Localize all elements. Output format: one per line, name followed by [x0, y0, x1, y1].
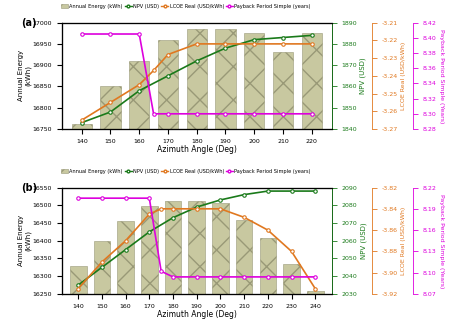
Bar [301, 33, 322, 323]
Bar [141, 206, 157, 323]
Bar [188, 201, 205, 323]
Y-axis label: Annual Energy
(kWh): Annual Energy (kWh) [18, 50, 31, 101]
Bar [164, 201, 181, 323]
Text: (a): (a) [21, 18, 36, 28]
Bar [244, 33, 264, 323]
Bar [70, 266, 86, 323]
Bar [236, 220, 252, 323]
Y-axis label: LCOE Real (USD/kWh): LCOE Real (USD/kWh) [401, 42, 406, 110]
Bar [117, 221, 134, 323]
Bar [215, 29, 236, 323]
Bar [158, 40, 178, 323]
Text: (b): (b) [21, 183, 37, 193]
Bar [72, 124, 92, 323]
Y-axis label: Payback Period Simple (Years): Payback Period Simple (Years) [439, 193, 444, 288]
Y-axis label: NPV (USD): NPV (USD) [360, 57, 366, 94]
Bar [283, 264, 300, 323]
Bar [307, 291, 323, 323]
Bar [259, 238, 276, 323]
X-axis label: Azimuth Angle (Deg): Azimuth Angle (Deg) [157, 145, 237, 154]
Legend: Annual Energy (kWh), NPV (USD), LCOE Real (USD/kWh), Payback Period Simple (year: Annual Energy (kWh), NPV (USD), LCOE Rea… [59, 167, 313, 176]
Y-axis label: Payback Period Simple (Years): Payback Period Simple (Years) [439, 29, 444, 123]
X-axis label: Azimuth Angle (Deg): Azimuth Angle (Deg) [157, 310, 237, 319]
Bar [100, 87, 120, 323]
Bar [93, 241, 110, 323]
Y-axis label: LCOE Real (USD/kWh): LCOE Real (USD/kWh) [401, 207, 406, 275]
Bar [212, 203, 228, 323]
Y-axis label: NPV (USD): NPV (USD) [360, 223, 366, 259]
Legend: Annual Energy (kWh), NPV (USD), LCOE Real (USD/kWh), Payback Period Simple (year: Annual Energy (kWh), NPV (USD), LCOE Rea… [59, 2, 313, 11]
Bar [129, 61, 149, 323]
Bar [187, 29, 207, 323]
Bar [273, 52, 293, 323]
Y-axis label: Annual Energy
(kWh): Annual Energy (kWh) [18, 215, 31, 266]
